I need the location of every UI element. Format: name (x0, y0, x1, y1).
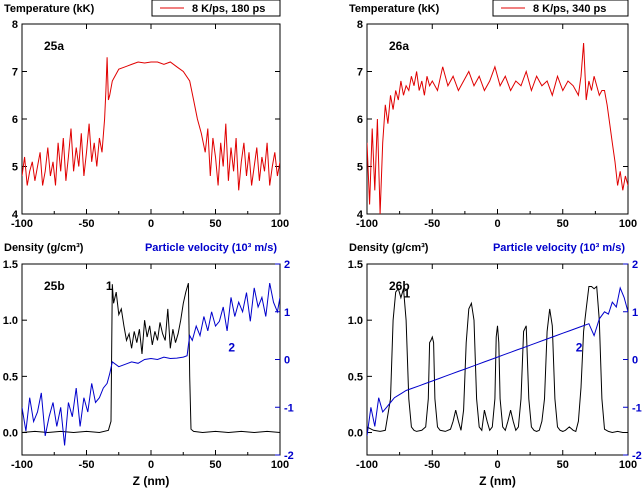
y-axis-label: Density (g/cm³) (349, 242, 429, 254)
x-tick-label: 100 (271, 459, 289, 471)
y2-tick-label: -2 (284, 450, 294, 462)
curve-annotation-1: 1 (404, 287, 411, 301)
x-tick-label: 0 (494, 218, 500, 230)
x-tick-label: 50 (557, 218, 569, 230)
curve-annotation-1: 1 (106, 279, 113, 293)
y-tick-label: 4 (357, 209, 364, 221)
y-tick-label: 4 (12, 209, 19, 221)
y2-tick-label: 2 (632, 259, 638, 271)
series-line-1 (367, 42, 628, 214)
series-line-2 (22, 283, 280, 446)
x-tick-label: 50 (557, 459, 569, 471)
x-tick-label: -100 (11, 459, 33, 471)
y-tick-label: 0.0 (348, 428, 363, 440)
x-tick-label: 50 (209, 459, 221, 471)
y2-tick-label: 1 (632, 307, 638, 319)
legend-box (492, 0, 629, 17)
y-tick-label: 8 (12, 19, 18, 31)
x-tick-label: 0 (148, 218, 154, 230)
y2-tick-label: 1 (284, 307, 290, 319)
y-tick-label: 1.5 (3, 259, 18, 271)
legend-text: 8 K/ps, 340 ps (533, 3, 606, 15)
series-line-2 (367, 286, 628, 436)
x-tick-label: -100 (356, 459, 378, 471)
y-axis-label: Temperature (kK) (349, 3, 440, 15)
x-tick-label: 100 (271, 218, 289, 230)
x-tick-label: -50 (424, 459, 440, 471)
y2-tick-label: 0 (284, 355, 290, 367)
x-tick-label: 50 (209, 218, 221, 230)
x-axis-label: Z (nm) (479, 474, 516, 488)
y-tick-label: 5 (12, 162, 18, 174)
series-line-1 (367, 285, 628, 434)
x-tick-label: -50 (79, 459, 95, 471)
panel-26b: -100 -50 0 50 100 0.0 0.5 1.0 1.5 -2 -1 0 1 2 26b Densi… (348, 242, 642, 488)
y-tick-label: 0.5 (3, 371, 18, 383)
x-tick-label: -50 (424, 218, 440, 230)
y-tick-label: 8 (357, 19, 363, 31)
y2-axis-label: Particle velocity (10³ m/s) (493, 242, 625, 254)
y2-axis-label: Particle velocity (10³ m/s) (145, 242, 277, 254)
y-tick-label: 7 (12, 67, 18, 79)
panel-25a: -100 -50 0 50 100 4 5 6 7 8 25a Temperature (kK) 8 K… (4, 0, 289, 230)
legend-box (151, 0, 281, 17)
panel-26a: -100 -50 0 50 100 4 5 6 7 8 26a Temperature (kK) 8 K… (349, 0, 637, 230)
panel-label: 26b (389, 279, 410, 293)
x-tick-label: 100 (619, 459, 637, 471)
y2-tick-label: 2 (284, 259, 290, 271)
panel-label: 25a (44, 39, 64, 53)
x-tick-label: 0 (148, 459, 154, 471)
y2-tick-label: -1 (632, 402, 642, 414)
y2-tick-label: -1 (284, 402, 294, 414)
x-tick-label: 0 (494, 459, 500, 471)
y-tick-label: 6 (12, 114, 18, 126)
y2-tick-label: 0 (632, 355, 638, 367)
x-axis-label: Z (nm) (133, 474, 170, 488)
series-line-1 (22, 57, 280, 191)
y-tick-label: 1.0 (348, 315, 363, 327)
panel-label: 26a (389, 39, 409, 53)
legend-text: 8 K/ps, 180 ps (192, 3, 265, 15)
y-axis-label: Density (g/cm³) (4, 242, 84, 254)
y-tick-label: 1.0 (3, 315, 18, 327)
y-tick-label: 5 (357, 162, 363, 174)
y-tick-label: 1.5 (348, 259, 363, 271)
x-tick-label: 100 (619, 218, 637, 230)
curve-annotation-2: 2 (228, 341, 235, 355)
y-tick-label: 6 (357, 114, 363, 126)
y-tick-label: 7 (357, 67, 363, 79)
panel-label: 25b (44, 279, 65, 293)
y-tick-label: 0.5 (348, 371, 363, 383)
x-tick-label: -50 (79, 218, 95, 230)
panel-25b: -100 -50 0 50 100 0.0 0.5 1.0 1.5 -2 -1 0 1 2 25b Densi… (3, 242, 294, 488)
x-tick-label: -100 (11, 218, 33, 230)
series-line-1 (22, 282, 280, 434)
y-axis-label: Temperature (kK) (4, 3, 95, 15)
curve-annotation-2: 2 (576, 341, 583, 355)
x-tick-label: -100 (356, 218, 378, 230)
y-tick-label: 0.0 (3, 428, 18, 440)
y2-tick-label: -2 (632, 450, 642, 462)
